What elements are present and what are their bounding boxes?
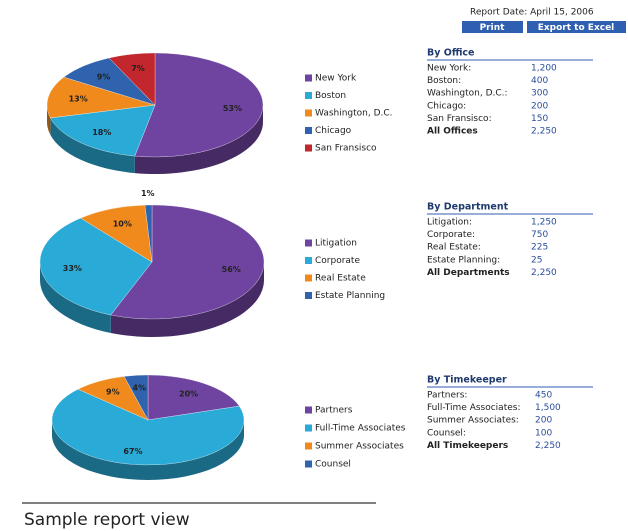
legend-label: Washington, D.C. [315, 109, 393, 119]
row-label: Full-Time Associates: [427, 403, 521, 413]
legend-label: Full-Time Associates [315, 424, 406, 434]
legend-swatch [305, 74, 312, 82]
row-value: 100 [535, 428, 552, 438]
table-title: By Timekeeper [427, 375, 507, 386]
row-label: Washington, D.C.: [427, 89, 508, 99]
legend-swatch [305, 257, 312, 264]
total-label: All Timekeepers [427, 441, 508, 451]
row-value: 750 [531, 230, 548, 240]
total-value: 2,250 [535, 441, 561, 451]
legend-swatch [305, 239, 312, 247]
slice-label: 7% [131, 64, 145, 73]
legend-swatch [305, 292, 312, 299]
legend-label: Counsel [315, 460, 351, 470]
table-title: By Office [427, 48, 475, 59]
slice-label: 10% [113, 219, 132, 228]
pie-slice [46, 76, 156, 119]
pie-slice [50, 104, 156, 157]
row-value: 1,200 [531, 64, 557, 74]
legend-label: Partners [315, 406, 353, 416]
row-label: Corporate: [427, 230, 475, 240]
total-value: 2,250 [531, 268, 557, 278]
legend-swatch [305, 144, 312, 152]
legend-label: Chicago [315, 126, 352, 136]
legend-label: Real Estate [315, 274, 366, 284]
legend-label: New York [315, 74, 357, 84]
row-value: 25 [531, 255, 542, 265]
slice-label: 13% [69, 95, 88, 104]
legend-swatch [305, 406, 312, 414]
row-value: 1,250 [531, 218, 557, 228]
slice-label: 18% [92, 128, 111, 137]
slice-label: 20% [179, 389, 198, 398]
pie-side [40, 262, 111, 333]
total-value: 2,250 [531, 127, 557, 137]
pie-side [110, 262, 264, 337]
legend-swatch [305, 274, 312, 282]
report-date: Report Date: April 15, 2006 [470, 8, 594, 18]
row-value: 200 [535, 416, 552, 426]
pie-slice [108, 52, 156, 106]
row-label: New York: [427, 64, 471, 74]
total-label: All Departments [427, 268, 510, 278]
slice-label: 56% [222, 265, 241, 274]
row-value: 200 [531, 101, 548, 111]
row-label: Litigation: [427, 218, 472, 228]
row-label: Estate Planning: [427, 255, 500, 265]
slice-label: 9% [97, 72, 111, 81]
row-label: Real Estate: [427, 243, 481, 253]
row-value: 400 [531, 76, 548, 86]
legend-swatch [305, 109, 312, 117]
pie-slice [39, 217, 153, 316]
row-value: 300 [531, 89, 548, 99]
slice-label: 33% [63, 264, 82, 273]
legend-swatch [305, 460, 312, 468]
row-value: 225 [531, 243, 548, 253]
slice-label: 53% [223, 104, 242, 113]
row-label: Counsel: [427, 428, 466, 438]
row-value: 1,500 [535, 403, 561, 413]
row-label: Summer Associates: [427, 416, 519, 426]
legend-label: Corporate [315, 256, 360, 266]
legend-swatch [305, 127, 312, 134]
slice-label: 67% [123, 447, 142, 456]
legend-label: Boston [315, 91, 346, 101]
print-button-label[interactable]: Print [480, 23, 506, 33]
row-label: Partners: [427, 391, 467, 401]
slice-label: 9% [106, 388, 120, 397]
row-label: Boston: [427, 76, 461, 86]
pie-slice [134, 52, 264, 158]
legend-swatch [305, 92, 312, 99]
caption: Sample report view [24, 510, 190, 530]
print-button[interactable] [462, 21, 523, 33]
slice-label: 1% [141, 189, 155, 198]
pie-side [50, 117, 135, 174]
legend-swatch [305, 442, 312, 450]
export-button[interactable] [527, 21, 626, 33]
legend-label: Estate Planning [315, 291, 385, 301]
legend-label: San Fransisco [315, 144, 377, 154]
total-label: All Offices [427, 127, 478, 137]
pie-slice [144, 204, 153, 263]
legend-label: Litigation [315, 239, 357, 249]
pie-side [47, 105, 51, 135]
legend-label: Summer Associates [315, 442, 404, 452]
row-label: Chicago: [427, 101, 466, 111]
pie-side [52, 420, 244, 480]
row-value: 450 [535, 391, 552, 401]
row-value: 150 [531, 114, 548, 124]
pie-slice [147, 374, 240, 421]
table-title: By Department [427, 202, 509, 213]
pie-slice [123, 374, 149, 421]
export-button-label[interactable]: Export to Excel [538, 23, 615, 33]
row-label: San Fransisco: [427, 114, 492, 124]
pie-slice [51, 389, 245, 466]
legend-swatch [305, 424, 312, 432]
pie-slice [110, 204, 265, 320]
slice-label: 4% [133, 383, 147, 392]
